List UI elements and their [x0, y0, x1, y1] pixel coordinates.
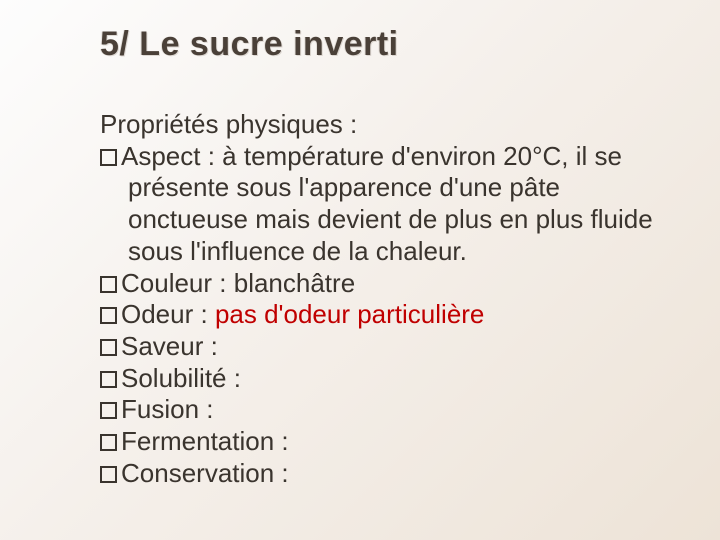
property-label: Fusion: [121, 394, 199, 424]
slide-body: Propriétés physiques : Aspect : à tempér…: [100, 109, 670, 490]
property-label: Conservation: [121, 458, 274, 488]
checkbox-icon: [100, 149, 117, 166]
property-aspect: Aspect : à température d'environ 20°C, i…: [100, 141, 670, 268]
property-label: Aspect: [121, 141, 201, 171]
property-text-red: pas d'odeur particulière: [215, 299, 484, 329]
intro-line: Propriétés physiques :: [100, 109, 670, 141]
checkbox-icon: [100, 402, 117, 419]
property-conservation: Conservation :: [100, 458, 670, 490]
property-label: Solubilité: [121, 363, 227, 393]
property-fermentation: Fermentation :: [100, 426, 670, 458]
checkbox-icon: [100, 466, 117, 483]
property-text: :: [274, 426, 288, 456]
property-couleur: Couleur : blanchâtre: [100, 268, 670, 300]
checkbox-icon: [100, 307, 117, 324]
property-text: : à température d'environ 20°C, il se pr…: [128, 141, 653, 266]
checkbox-icon: [100, 276, 117, 293]
property-label: Odeur: [121, 299, 193, 329]
property-solubilite: Solubilité :: [100, 363, 670, 395]
property-text: :: [203, 331, 217, 361]
property-label: Fermentation: [121, 426, 274, 456]
property-text: :: [199, 394, 213, 424]
property-label: Saveur: [121, 331, 203, 361]
property-text: : blanchâtre: [212, 268, 355, 298]
slide: 5/ Le sucre inverti Propriétés physiques…: [0, 0, 720, 540]
slide-title: 5/ Le sucre inverti: [100, 25, 670, 64]
property-saveur: Saveur :: [100, 331, 670, 363]
property-odeur: Odeur : pas d'odeur particulière: [100, 299, 670, 331]
property-label: Couleur: [121, 268, 212, 298]
property-fusion: Fusion :: [100, 394, 670, 426]
checkbox-icon: [100, 371, 117, 388]
checkbox-icon: [100, 434, 117, 451]
property-text: :: [193, 299, 215, 329]
checkbox-icon: [100, 339, 117, 356]
property-text: :: [274, 458, 288, 488]
property-text: :: [227, 363, 241, 393]
